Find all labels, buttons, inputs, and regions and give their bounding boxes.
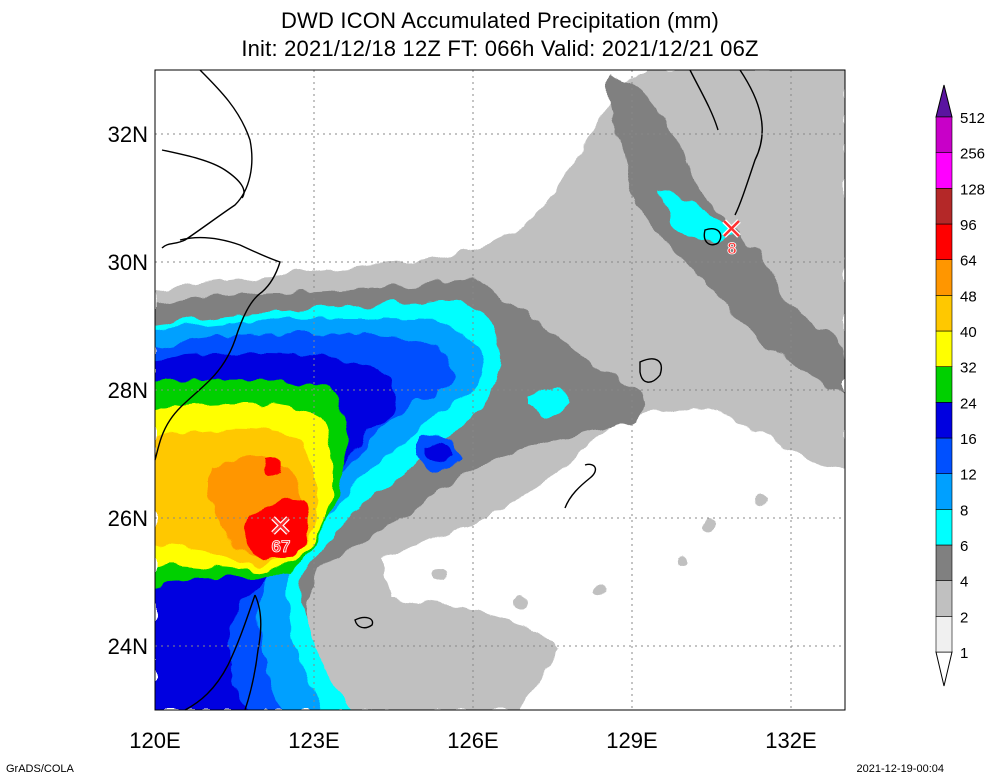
colorbar-swatch — [935, 223, 953, 260]
colorbar-label: 32 — [960, 360, 977, 377]
max-marker-1: 67 — [271, 516, 291, 556]
colorbar-swatch — [935, 402, 953, 439]
colorbar-label: 128 — [960, 181, 985, 198]
colorbar-label: 512 — [960, 110, 985, 127]
colorbar-swatch — [935, 509, 953, 546]
y-tick-30N: 30N — [108, 250, 148, 275]
colorbar-label: 256 — [960, 146, 985, 163]
colorbar-swatch — [935, 188, 953, 225]
plot-area: 67 8 — [154, 69, 846, 711]
colorbar-swatch — [935, 616, 953, 653]
x-tick-126E: 126E — [447, 728, 498, 753]
colorbar-swatch — [935, 366, 953, 403]
map-title: DWD ICON Accumulated Precipitation (mm) — [280, 8, 720, 33]
max-marker-1-value: 67 — [272, 537, 291, 556]
colorbar-label: 12 — [960, 467, 977, 484]
colorbar-swatch — [935, 330, 953, 367]
graticule — [155, 70, 845, 710]
grads-credit: GrADS/COLA — [6, 763, 74, 775]
x-tick-120E: 120E — [129, 728, 180, 753]
colorbar-label: 96 — [960, 217, 977, 234]
y-tick-24N: 24N — [108, 634, 148, 659]
colorbar-label: 16 — [960, 431, 977, 448]
x-tick-132E: 132E — [765, 728, 816, 753]
colorbar-swatch — [935, 473, 953, 510]
colorbar-swatch — [935, 580, 953, 617]
colorbar-label: 40 — [960, 324, 977, 341]
max-marker-2: 8 — [722, 219, 741, 258]
plot-frame — [154, 69, 846, 711]
colorbar-swatch — [935, 259, 953, 296]
timestamp: 2021-12-19-00:04 — [856, 763, 944, 775]
colorbar-swatch — [935, 437, 953, 474]
colorbar-swatch — [935, 544, 953, 581]
map-subtitle: Init: 2021/12/18 12Z FT: 066h Valid: 202… — [241, 36, 759, 61]
colorbar-swatch — [935, 295, 953, 332]
colorbar-label: 2 — [960, 609, 968, 626]
x-tick-129E: 129E — [606, 728, 657, 753]
colorbar-label: 24 — [960, 395, 977, 412]
axis-labels: 120E 123E 126E 129E 132E 32N 30N 28N 26N… — [108, 122, 817, 753]
max-marker-2-value: 8 — [727, 239, 736, 258]
y-tick-32N: 32N — [108, 122, 148, 147]
colorbar-label: 64 — [960, 253, 977, 270]
colorbar-bottom-arrow — [935, 651, 953, 687]
colorbar-label: 48 — [960, 288, 977, 305]
precip-fields — [155, 70, 845, 710]
y-tick-28N: 28N — [108, 378, 148, 403]
y-tick-26N: 26N — [108, 506, 148, 531]
colorbar-label: 6 — [960, 538, 968, 555]
colorbar-label: 8 — [960, 502, 968, 519]
x-tick-123E: 123E — [288, 728, 339, 753]
colorbar-label: 4 — [960, 574, 968, 591]
colorbar-swatch — [935, 152, 953, 189]
colorbar-top-arrow — [935, 84, 953, 118]
colorbar-swatch — [935, 116, 953, 153]
coastlines — [154, 69, 763, 711]
colorbar-label: 1 — [960, 645, 968, 662]
